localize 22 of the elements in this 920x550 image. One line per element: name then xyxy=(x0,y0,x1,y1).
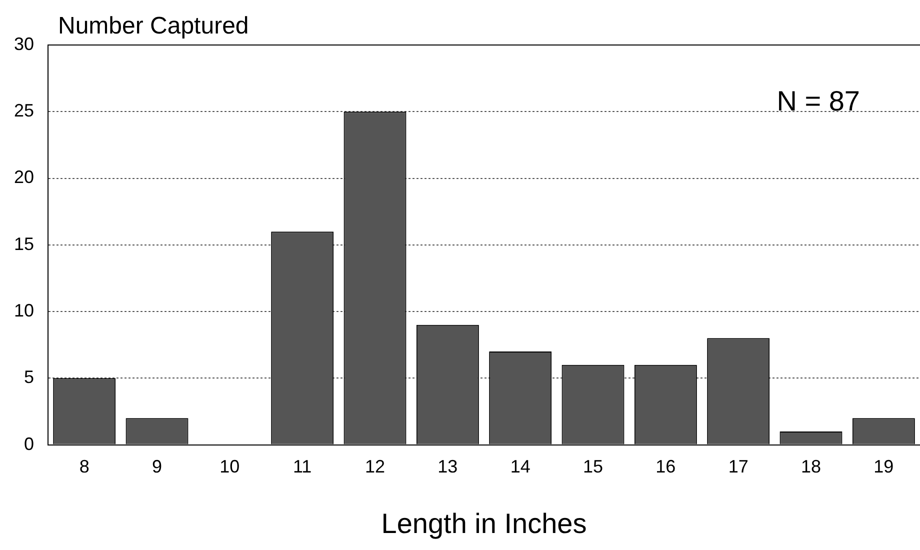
y-tick-label: 15 xyxy=(14,234,34,254)
x-tick-label: 18 xyxy=(800,456,822,477)
y-tick-label: 30 xyxy=(14,34,34,54)
x-tick-label: 11 xyxy=(293,456,312,477)
x-tick-label: 13 xyxy=(438,456,458,477)
x-tick-label: 14 xyxy=(510,456,530,477)
x-tick-label: 17 xyxy=(728,456,748,477)
x-tick-label: 19 xyxy=(874,456,894,477)
x-tick-label: 10 xyxy=(220,456,240,477)
y-tick-label: 5 xyxy=(24,367,34,388)
y-tick-label: 0 xyxy=(24,434,34,454)
y-tick-label: 20 xyxy=(14,167,34,188)
x-tick-label: 8 xyxy=(79,456,90,477)
x-tick-label: 9 xyxy=(152,456,162,477)
x-tick-label: 12 xyxy=(365,456,386,477)
y-axis-title: Number Captured xyxy=(58,12,249,40)
annotation: N = 87 xyxy=(776,86,860,117)
y-tick-label: 25 xyxy=(14,100,34,121)
x-axis-title: Length in Inches xyxy=(381,508,587,539)
x-tick-label: 15 xyxy=(582,456,604,477)
x-tick-label: 16 xyxy=(656,456,676,477)
y-tick-label: 10 xyxy=(14,300,34,320)
